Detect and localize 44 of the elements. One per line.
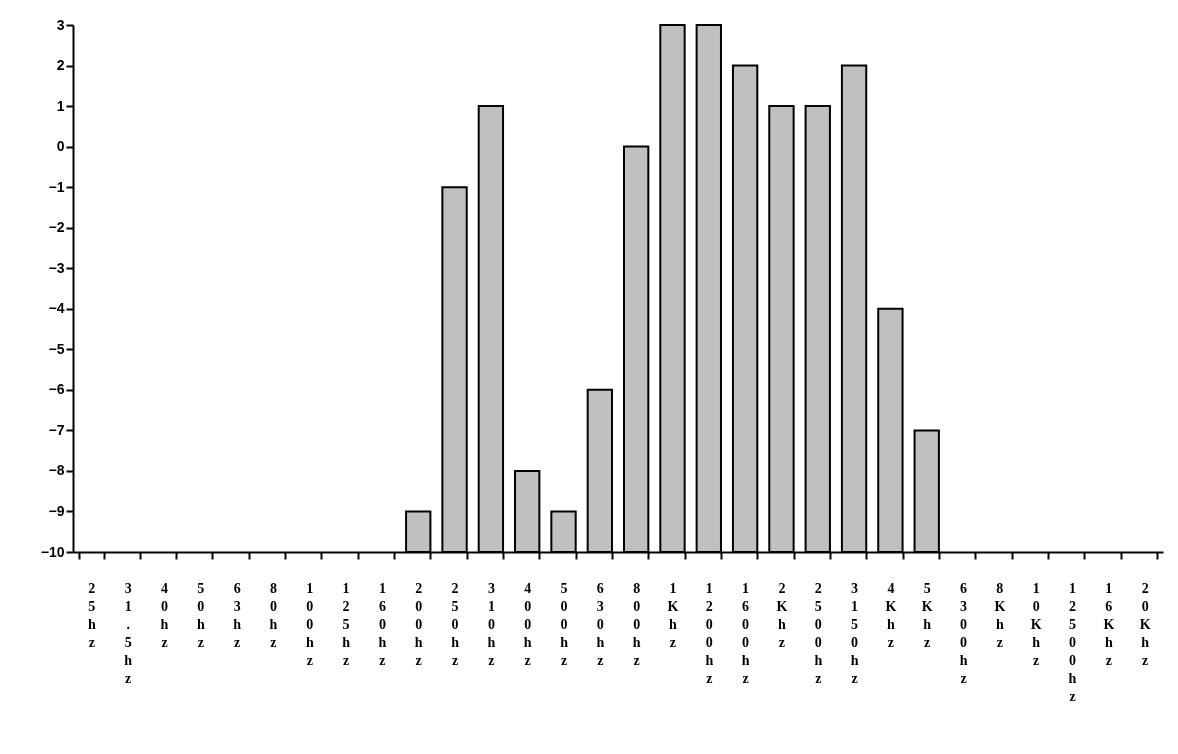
x-tick-label: 500hz — [560, 580, 569, 668]
y-tick-label: −5 — [48, 340, 65, 357]
y-tick-label: −4 — [48, 300, 65, 317]
y-tick-label: −7 — [48, 421, 65, 438]
y-tick-label: −9 — [48, 502, 65, 519]
x-tick-label: 4Khz — [885, 580, 897, 650]
y-tick-label: 2 — [56, 57, 65, 74]
x-tick-label: 160hz — [378, 580, 387, 668]
x-tick-label: 10Khz — [1030, 580, 1042, 668]
x-tick-label: 125hz — [342, 580, 351, 668]
y-tick-label: −1 — [48, 178, 65, 195]
x-tick-label: 100hz — [305, 580, 314, 668]
x-tick-label: 400hz — [523, 580, 532, 668]
y-tick-label: −10 — [40, 543, 65, 560]
x-tick-label: 630hz — [596, 580, 605, 668]
y-tick-label: −8 — [48, 462, 65, 479]
x-tick-label: 8Khz — [994, 580, 1006, 650]
x-tick-label: 12500hz — [1068, 580, 1077, 704]
x-tick-label: 20Khz — [1139, 580, 1151, 668]
x-tick-label: 80hz — [269, 580, 278, 650]
y-tick-label: 3 — [56, 16, 65, 33]
x-tick-label: 16Khz — [1103, 580, 1115, 668]
x-tick-label: 200hz — [414, 580, 423, 668]
y-tick-label: −3 — [48, 259, 65, 276]
x-tick-label: 63hz — [233, 580, 242, 650]
x-tick-label: 2500hz — [814, 580, 823, 686]
x-tick-label: 1600hz — [741, 580, 750, 686]
x-tick-label: 2Khz — [776, 580, 788, 650]
x-tick-label: 31.5hz — [124, 580, 133, 686]
x-tick-label: 25hz — [87, 580, 96, 650]
y-tick-label: −2 — [48, 219, 65, 236]
y-tick-label: −6 — [48, 381, 65, 398]
x-tick-label: 800hz — [632, 580, 641, 668]
x-tick-label: 3150hz — [850, 580, 859, 686]
y-tick-label: 1 — [56, 97, 65, 114]
x-tick-label: 40hz — [160, 580, 169, 650]
x-tick-label: 5Khz — [921, 580, 933, 650]
x-tick-label: 6300hz — [959, 580, 968, 686]
x-tick-label: 250hz — [451, 580, 460, 668]
x-tick-label: 1200hz — [705, 580, 714, 686]
x-tick-label: 310hz — [487, 580, 496, 668]
x-tick-label: 1Khz — [667, 580, 679, 650]
x-tick-label: 50hz — [196, 580, 205, 650]
y-tick-label: 0 — [56, 138, 65, 155]
